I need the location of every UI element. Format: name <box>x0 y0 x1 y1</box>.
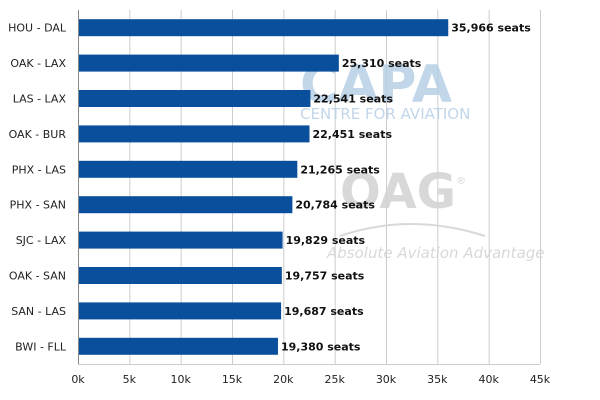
bar <box>79 90 311 107</box>
x-tick-label: 15k <box>222 373 243 386</box>
bar <box>79 302 282 320</box>
bar <box>79 337 278 355</box>
category-label: PHX - LAS <box>12 163 66 176</box>
bar <box>79 19 449 37</box>
oag-registered-mark: ® <box>456 176 466 187</box>
x-tick-label: 35k <box>427 373 448 386</box>
category-label: SJC - LAX <box>16 234 67 247</box>
category-label: PHX - SAN <box>10 199 66 212</box>
oag-watermark-tagline: Absolute Aviation Advantage <box>326 244 545 262</box>
bar-value-label: 22,451 seats <box>312 128 392 141</box>
bar-value-label: 19,757 seats <box>285 270 365 283</box>
bar-value-label: 20,784 seats <box>295 199 375 212</box>
oag-watermark-logo: OAG <box>340 164 456 220</box>
x-tick-label: 25k <box>324 373 345 386</box>
bar-value-label: 22,541 seats <box>313 93 393 106</box>
bar-value-label: 19,380 seats <box>281 340 361 353</box>
bar-value-label: 35,966 seats <box>451 22 531 35</box>
bar-value-label: 21,265 seats <box>300 163 380 176</box>
watermark: CAPA CENTRE FOR AVIATION OAG ® Absolute … <box>300 55 545 262</box>
category-label: OAK - SAN <box>9 270 66 283</box>
x-tick-label: 40k <box>478 373 499 386</box>
category-label: OAK - LAX <box>10 57 66 70</box>
x-tick-label: 45k <box>530 373 551 386</box>
category-label: OAK - BUR <box>9 128 67 141</box>
category-label: SAN - LAS <box>11 305 66 318</box>
bar <box>79 267 282 284</box>
x-tick-label: 30k <box>376 373 397 386</box>
bar <box>79 54 339 72</box>
bar <box>79 196 293 214</box>
x-tick-label: 5k <box>123 373 137 386</box>
x-axis-ticks: 0k 5k 10k 15k 20k 25k 30k 35k 40k 45k <box>71 373 550 386</box>
category-labels: HOU - DAL OAK - LAX LAS - LAX OAK - BUR PHX … <box>8 22 67 354</box>
x-tick-label: 0k <box>71 373 85 386</box>
capa-watermark-subtitle: CENTRE FOR AVIATION <box>300 105 470 123</box>
bar-value-label: 19,687 seats <box>284 305 364 318</box>
category-label: HOU - DAL <box>8 22 67 35</box>
bar-value-label: 25,310 seats <box>342 57 422 70</box>
oag-watermark-swoosh <box>339 223 486 237</box>
bar <box>79 160 298 178</box>
bar <box>79 125 310 143</box>
value-labels: 35,966 seats 25,310 seats 22,541 seats 22,4… <box>281 22 531 354</box>
bar <box>79 231 283 249</box>
bars <box>79 19 449 355</box>
bar-value-label: 19,829 seats <box>286 234 366 247</box>
x-tick-label: 20k <box>273 373 294 386</box>
x-tick-label: 10k <box>170 373 191 386</box>
category-label: LAS - LAX <box>13 93 67 106</box>
category-label: BWI - FLL <box>15 340 67 353</box>
